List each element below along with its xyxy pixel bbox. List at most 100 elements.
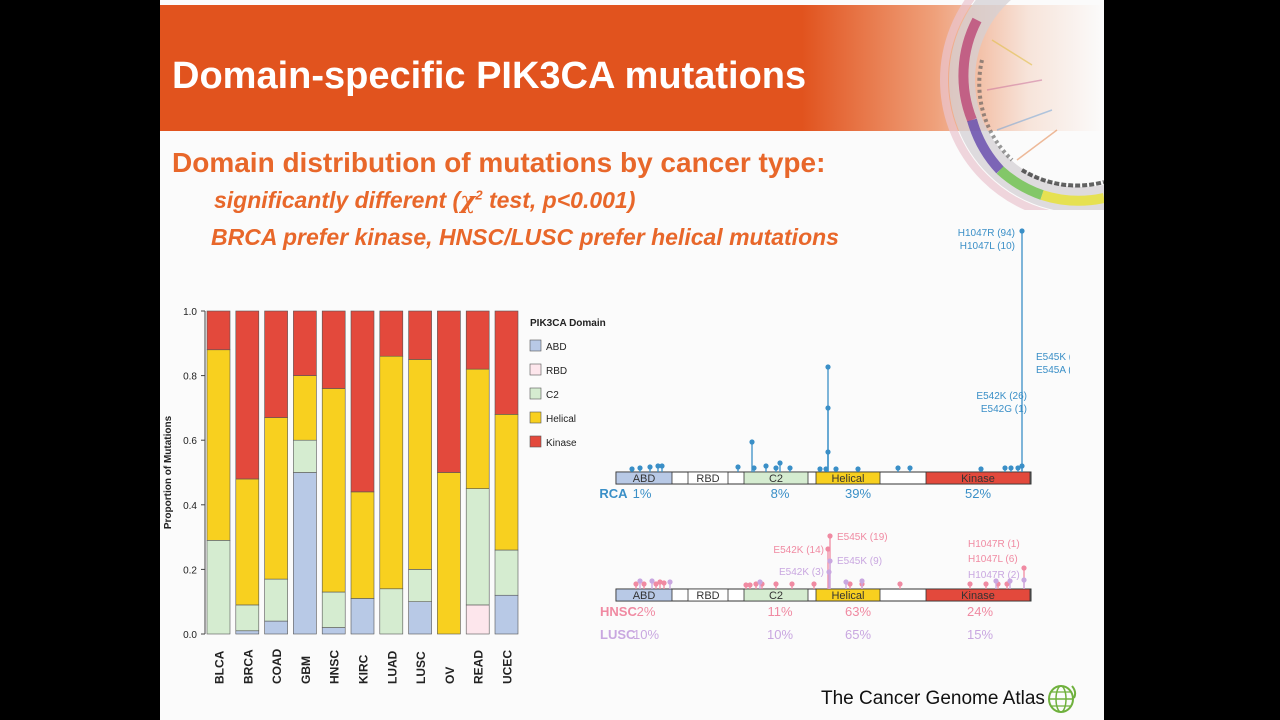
brca-mutation-label: H1047R (94) [958,228,1015,239]
brca-minor-mutation-head [655,463,661,469]
bar-segment-abd [350,598,375,635]
y-tick-label: 1.0 [183,307,197,318]
chi-symbol: χ [460,187,476,214]
bar-segment-helical [235,478,260,606]
lusc-domain-percentage: 10% [767,627,793,642]
y-tick-label: 0.6 [183,436,197,447]
x-tick-label: COAD [270,648,284,684]
bar-segment-kinase [465,310,490,370]
domain-kinase [925,471,1031,485]
hnsc-minor-mutation-head [657,579,663,585]
domain-label: ABD [633,590,656,602]
bar-segment-kinase [293,310,317,376]
hnsc-minor-mutation-head [773,581,779,587]
bar-segment-helical [494,414,519,551]
brca-mutation-n345-head [749,439,755,445]
bar-segment-helical [321,388,346,593]
legend-label: Helical [546,414,576,425]
brca-minor-mutation-head [817,466,823,472]
hnsc-minor-mutation-head [633,581,639,587]
domain-label: ABD [633,473,656,485]
brca-minor-mutation-head [629,466,635,472]
brca-mutation-label: E545A (2) [1036,365,1070,376]
domain-kinase [925,588,1031,602]
lusc-minor-mutation-head [843,579,849,585]
x-tick-label: KIRC [357,654,371,684]
legend-swatch-abd [529,339,542,352]
domain-label: Helical [831,590,864,602]
lusc-minor-mutation-head [649,578,655,584]
bar-segment-c2 [465,488,490,606]
stacked-bar-chart: 0.0 0.2 0.4 0.6 0.8 1.0 Proportion of Mutation… [163,307,606,684]
bar-segment-c2 [321,591,346,628]
x-tick-label: BRCA [241,649,255,684]
lusc-minor-mutation-head [859,578,865,584]
bar-segment-kinase [379,310,404,357]
brca-mutation-e545-head [825,364,831,370]
lusc-minor-mutation-head [667,579,673,585]
legend-swatch-helical [529,411,542,424]
hnsc-domain-percentage: 63% [845,604,871,619]
bar-segment-c2 [264,578,288,622]
bar-segment-kinase [321,310,346,389]
lusc-mutation-label: H1047R (2) [968,570,1020,581]
circos-plot-logo [940,0,1104,210]
lollipop-plot: ABD RBD C2 Helical Kinase H1047R (94) H1047L (… [600,228,1070,642]
brca-minor-mutation-head [637,465,643,471]
bar-segment-abd [264,620,288,635]
slide-title: Domain-specific PIK3CA mutations [172,55,807,97]
brca-minor-mutation-head [751,465,757,471]
bar-segment-abd [321,627,346,635]
hnsc-mutation-e542-head [825,546,831,552]
brca-mutation-h1047-head [1019,228,1025,234]
brca-domain-percentage: 1% [633,486,652,501]
y-tick-label: 0.0 [183,630,197,641]
hnsc-minor-mutation-head [753,581,759,587]
domain-label: C2 [769,473,783,485]
lusc-minor-mutation-head [637,578,643,584]
bar-segment-c2 [206,540,231,635]
hnsc-minor-mutation-head [983,581,989,587]
lusc-mutation-e542-head [826,569,832,575]
brca-mutation-label: H1047L (10) [960,241,1015,252]
domain-rbd [687,471,729,485]
lusc-mutation-label: E545K (9) [837,556,882,567]
brca-minor-mutation-head [1015,465,1021,471]
chi-superscript: 2 [475,187,483,203]
bar-segment-helical [465,368,490,489]
legend-label: RBD [546,366,567,377]
hnsc-minor-mutation-head [967,581,973,587]
x-tick-label: LUAD [385,650,399,684]
bar-segment-abd [494,594,519,635]
brca-minor-mutation-head [787,465,793,471]
x-tick-label: UCEC [501,650,515,684]
domain-helical [815,588,881,602]
brca-mutation-h1047-base-head [1019,463,1025,469]
bar-segment-c2 [408,569,432,602]
bar-segment-helical [293,375,317,441]
x-tick-label: OV [443,667,457,684]
brca-domain-percentage: 8% [771,486,790,501]
lusc-minor-mutation-head [993,578,999,584]
tcga-footer: The Cancer Genome Atlas [821,688,1045,709]
brca-mutation-label: E542K (26) [976,391,1027,402]
slide: Domain-specific PIK3CA mutations Domain … [160,0,1104,720]
hnsc-minor-mutation-head [847,581,853,587]
domain-label: Kinase [961,590,995,602]
domain-helical [815,471,881,485]
brca-minor-mutation-head [978,466,984,472]
lusc-mutation-label: E542K (3) [779,567,824,578]
lusc-domain-percentage: 10% [633,627,659,642]
lusc-mutation-h1047-head [1021,577,1027,583]
legend-swatch-rbd [529,363,542,376]
brca-minor-mutation-head [855,466,861,472]
bar-segment-kinase [437,310,461,473]
legend-label: C2 [546,390,559,401]
hnsc-minor-mutation-head [653,581,659,587]
domain-label: RBD [696,473,719,485]
track-label-lusc: LUSC [600,627,636,642]
bar-segment-rbd [465,604,490,635]
bullet-preferences: BRCA prefer kinase, HNSC/LUSC prefer hel… [211,224,839,250]
brca-domain-percentage: 52% [965,486,991,501]
legend-title: PIK3CA Domain [530,318,606,329]
